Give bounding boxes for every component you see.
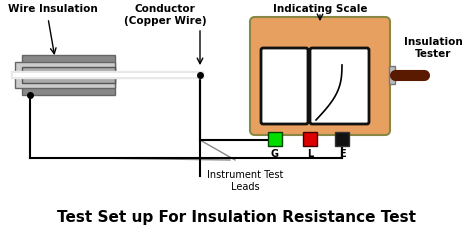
FancyBboxPatch shape: [261, 48, 308, 124]
Bar: [15, 62, 115, 88]
Text: Conductor
(Copper Wire): Conductor (Copper Wire): [124, 4, 206, 26]
Text: L: L: [307, 149, 313, 159]
Bar: [303, 132, 317, 146]
Bar: [22, 55, 115, 95]
Text: Insulation
Tester: Insulation Tester: [404, 37, 462, 59]
Text: Instrument Test
Leads: Instrument Test Leads: [207, 170, 283, 192]
FancyBboxPatch shape: [310, 48, 369, 124]
Text: Test Set up For Insulation Resistance Test: Test Set up For Insulation Resistance Te…: [57, 210, 417, 225]
Text: Indicating Scale: Indicating Scale: [273, 4, 367, 14]
Bar: [389, 66, 395, 84]
Text: G: G: [271, 149, 279, 159]
Bar: [335, 132, 349, 146]
Text: E: E: [339, 149, 346, 159]
FancyBboxPatch shape: [250, 17, 390, 135]
Bar: [22, 67, 115, 83]
Bar: [268, 132, 282, 146]
Text: Wire Insulation: Wire Insulation: [8, 4, 98, 14]
